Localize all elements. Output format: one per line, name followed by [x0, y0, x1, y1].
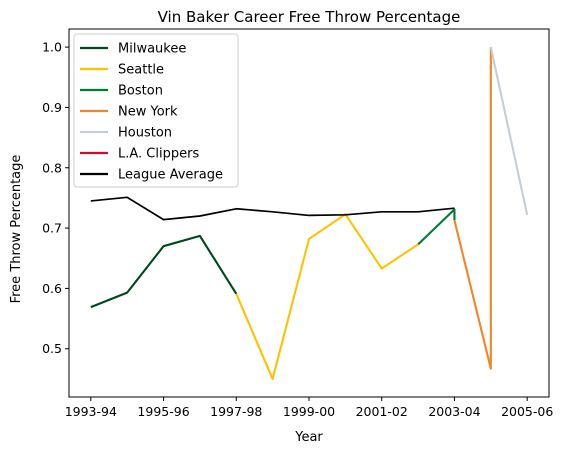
- series-line-houston: [489, 46, 529, 216]
- series-line-seattle: [235, 213, 419, 380]
- x-tick-label: 1997-98: [210, 404, 262, 419]
- x-tick-label: 2005-06: [501, 404, 553, 419]
- y-tick-label: 1.0: [42, 40, 62, 55]
- legend-box: [73, 33, 239, 188]
- y-axis-ticks: 0.5 0.6 0.7 0.8 0.9 1.0: [42, 40, 69, 356]
- y-tick-label: 0.8: [42, 160, 62, 175]
- legend-label: Milwaukee: [118, 42, 186, 57]
- x-axis-label: Year: [294, 430, 323, 445]
- plot-lines: [90, 46, 529, 380]
- y-tick-label: 0.6: [42, 281, 62, 296]
- legend-label: League Average: [118, 168, 223, 183]
- y-tick-label: 0.9: [42, 100, 62, 115]
- series-line-new-york: [453, 47, 492, 370]
- x-tick-label: 2001-02: [356, 404, 408, 419]
- legend-label: New York: [118, 105, 178, 120]
- y-tick-label: 0.7: [42, 221, 62, 236]
- legend-label: Houston: [118, 126, 172, 141]
- y-axis-label: Free Throw Percentage: [9, 155, 24, 304]
- legend-label: Seattle: [118, 63, 164, 78]
- legend: Milwaukee Seattle Boston New York Houston L.A…: [73, 33, 239, 188]
- x-tick-label: 1999-00: [283, 404, 335, 419]
- legend-label: Boston: [118, 84, 163, 99]
- x-tick-label: 1993-94: [65, 404, 117, 419]
- x-axis-ticks: 1993-94 1995-96 1997-98 1999-00 2001-02 2003-…: [65, 397, 553, 419]
- x-tick-label: 2003-04: [428, 404, 480, 419]
- y-tick-label: 0.5: [42, 341, 62, 356]
- series-line-milwaukee: [90, 234, 238, 309]
- legend-label: L.A. Clippers: [118, 147, 199, 162]
- x-tick-label: 1995-96: [137, 404, 189, 419]
- series-line-league-average: [90, 196, 455, 221]
- chart-title: Vin Baker Career Free Throw Percentage: [158, 8, 461, 26]
- series-line-boston: [417, 208, 456, 246]
